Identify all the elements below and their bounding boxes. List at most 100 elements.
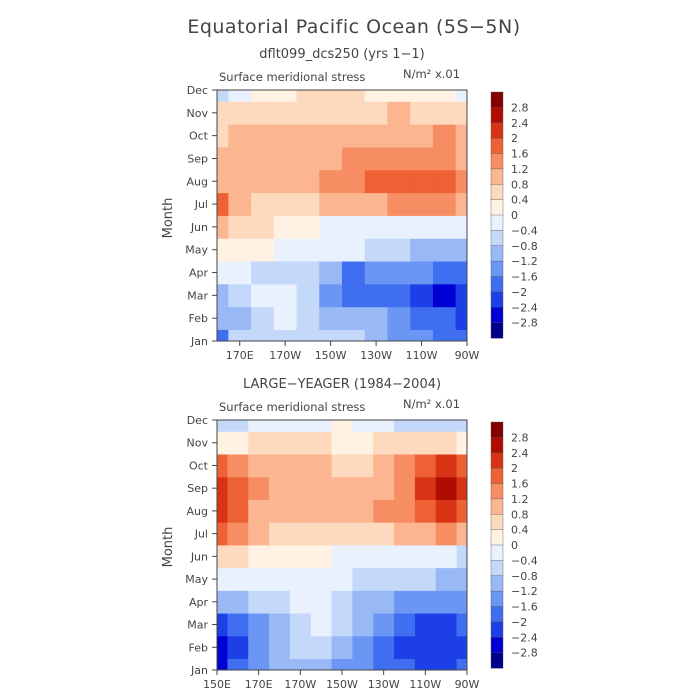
heatmap-cell: [228, 283, 252, 308]
heatmap-cell: [310, 635, 332, 660]
heatmap-cell: [248, 635, 270, 660]
colorbar-swatch: [490, 621, 504, 638]
panel-bottom-subtitle: Surface meridional stress: [219, 400, 365, 414]
colorbar-swatch: [490, 421, 504, 438]
heatmap-cell: [331, 476, 353, 500]
heatmap-cell: [394, 476, 416, 500]
colorbar-label: 1.2: [511, 163, 529, 176]
heatmap-cell: [432, 215, 457, 239]
heatmap-cell: [319, 124, 343, 148]
heatmap-cell: [432, 124, 457, 148]
heatmap-cell: [273, 124, 297, 148]
heatmap-cell: [289, 431, 312, 455]
panel-bottom-y-axis: Jan Feb Mar Apr May Jun Jul Aug Sep Oct Nov Dec: [185, 414, 217, 677]
heatmap-cell: [364, 238, 388, 262]
heatmap-cell: [387, 124, 411, 148]
colorbar-label: 1.6: [511, 478, 529, 491]
heatmap-cell: [352, 522, 374, 546]
heatmap-cell: [227, 658, 249, 671]
heatmap-cell: [342, 238, 366, 262]
heatmap-cell: [364, 124, 388, 148]
heatmap-cell: [456, 658, 468, 671]
heatmap-cell: [455, 192, 468, 216]
heatmap-cell: [217, 522, 228, 546]
heatmap-cell: [217, 499, 228, 523]
heatmap-cell: [248, 545, 270, 569]
heatmap-cell: [227, 635, 249, 660]
panel-top-heatmap: [217, 90, 468, 342]
heatmap-cell: [248, 476, 270, 500]
heatmap-cell: [217, 545, 228, 569]
colorbar-label: 2: [511, 462, 518, 475]
x-tick-label: 130W: [368, 678, 400, 691]
colorbar-swatch: [490, 307, 504, 324]
heatmap-cell: [228, 329, 252, 342]
heatmap-cell: [296, 90, 320, 102]
heatmap-cell: [248, 567, 270, 591]
heatmap-cell: [296, 169, 320, 194]
heatmap-cell: [269, 522, 291, 546]
heatmap-cell: [455, 124, 468, 148]
heatmap-cell: [228, 124, 252, 148]
heatmap-cell: [228, 169, 252, 194]
heatmap-cell: [364, 101, 388, 125]
heatmap-cell: [269, 499, 291, 523]
heatmap-cell: [248, 499, 270, 523]
heatmap-cell: [310, 658, 332, 671]
heatmap-cell: [414, 613, 437, 637]
heatmap-cell: [456, 522, 468, 546]
heatmap-cell: [387, 192, 411, 216]
heatmap-cell: [319, 90, 343, 102]
y-tick-label: Apr: [189, 596, 209, 609]
heatmap-cell: [435, 522, 457, 546]
heatmap-cell: [319, 238, 343, 262]
heatmap-cell: [319, 261, 343, 285]
x-tick-label: 170E: [226, 349, 254, 362]
heatmap-cell: [319, 147, 343, 171]
heatmap-cell: [432, 261, 457, 285]
y-tick-label: Oct: [189, 459, 209, 472]
y-tick-label: Jul: [194, 198, 208, 211]
heatmap-cell: [410, 90, 434, 102]
y-tick-label: Feb: [189, 312, 208, 325]
heatmap-cell: [289, 545, 312, 569]
heatmap-cell: [414, 658, 437, 671]
heatmap-cell: [273, 306, 297, 330]
colorbar-swatch: [490, 137, 504, 155]
y-tick-label: Jan: [190, 664, 208, 677]
colorbar-swatch: [490, 575, 504, 592]
panel-top-x-axis: 170E 170W 150W 130W 110W 90W: [226, 341, 480, 362]
x-tick-label: 150E: [203, 678, 231, 691]
heatmap-cell: [414, 499, 437, 523]
heatmap-cell: [410, 192, 434, 216]
colorbar-label: −2.4: [511, 631, 538, 644]
heatmap-cell: [296, 261, 320, 285]
colorbar-label: 0: [511, 209, 518, 222]
heatmap-cell: [394, 590, 416, 614]
colorbar-swatch: [490, 652, 504, 669]
colorbar-label: 0: [511, 539, 518, 552]
heatmap-cell: [289, 420, 312, 432]
panel-bottom-title: LARGE−YEAGER (1984−2004): [243, 377, 441, 392]
heatmap-cell: [410, 124, 434, 148]
heatmap-cell: [269, 635, 291, 660]
y-tick-label: May: [185, 244, 208, 257]
heatmap-cell: [217, 454, 228, 478]
y-tick-label: Mar: [187, 619, 208, 632]
heatmap-cell: [251, 147, 275, 171]
heatmap-cell: [394, 522, 416, 546]
colorbar-label: −2: [511, 616, 527, 629]
y-tick-label: Sep: [187, 152, 208, 165]
colorbar-label: −2.8: [511, 317, 538, 330]
heatmap-cell: [387, 238, 411, 262]
heatmap-cell: [373, 420, 395, 432]
colorbar-label: −1.6: [511, 271, 538, 284]
heatmap-cell: [228, 192, 252, 216]
colorbar-swatch: [490, 107, 504, 124]
heatmap-cell: [435, 431, 457, 455]
panel-top-units: N/m² x.01: [403, 67, 460, 81]
x-tick-label: 170E: [245, 678, 273, 691]
heatmap-cell: [435, 658, 457, 671]
heatmap-cell: [331, 522, 353, 546]
heatmap-cell: [373, 658, 395, 671]
